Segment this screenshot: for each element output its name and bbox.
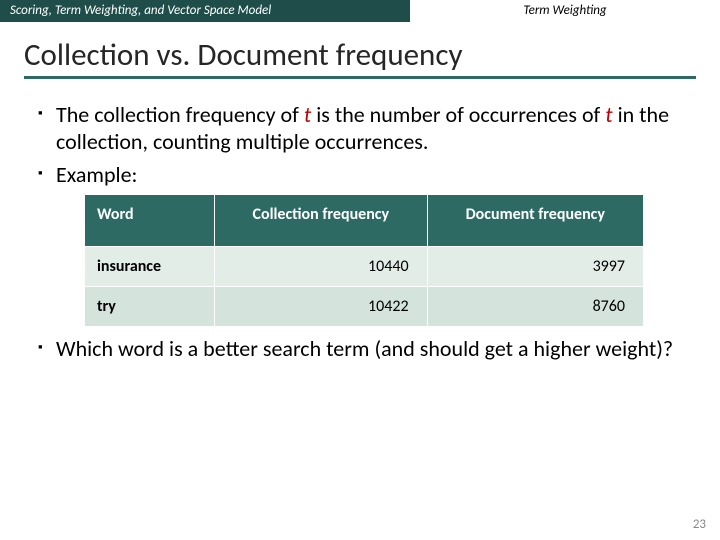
bullet-text: Which word is a better search term (and … bbox=[56, 335, 673, 362]
bullet-mark: ▪ bbox=[38, 161, 56, 188]
term-t: t bbox=[605, 101, 612, 128]
slide: Scoring, Term Weighting, and Vector Spac… bbox=[0, 0, 720, 540]
col-cf: Collection frequency bbox=[215, 195, 428, 247]
body: ▪ The collection frequency of t is the n… bbox=[0, 83, 720, 362]
bullet-3: ▪ Which word is a better search term (an… bbox=[38, 335, 682, 362]
bullet-2: ▪ Example: bbox=[38, 161, 682, 188]
text-fragment: The collection frequency of bbox=[56, 101, 304, 128]
cell-word: try bbox=[85, 287, 215, 327]
bullet-mark: ▪ bbox=[38, 335, 56, 362]
top-bar: Scoring, Term Weighting, and Vector Spac… bbox=[0, 0, 720, 22]
bullet-mark: ▪ bbox=[38, 101, 56, 155]
frequency-table: Word Collection frequency Document frequ… bbox=[84, 194, 644, 327]
table-row: insurance 10440 3997 bbox=[85, 247, 644, 287]
page-number: 23 bbox=[693, 517, 706, 532]
title-container: Collection vs. Document frequency bbox=[0, 22, 720, 83]
bullet-text: Example: bbox=[56, 161, 137, 188]
cell-cf: 10422 bbox=[215, 287, 428, 327]
breadcrumb-right: Term Weighting bbox=[410, 0, 720, 22]
bullet-text: The collection frequency of t is the num… bbox=[56, 101, 682, 155]
cell-cf: 10440 bbox=[215, 247, 428, 287]
cell-df: 3997 bbox=[427, 247, 643, 287]
cell-word: insurance bbox=[85, 247, 215, 287]
table-row: try 10422 8760 bbox=[85, 287, 644, 327]
table-header-row: Word Collection frequency Document frequ… bbox=[85, 195, 644, 247]
breadcrumb-left: Scoring, Term Weighting, and Vector Spac… bbox=[0, 0, 410, 22]
cell-df: 8760 bbox=[427, 287, 643, 327]
col-df: Document frequency bbox=[427, 195, 643, 247]
text-fragment: is the number of occurrences of bbox=[311, 101, 605, 128]
col-word: Word bbox=[85, 195, 215, 247]
page-title: Collection vs. Document frequency bbox=[24, 36, 696, 79]
bullet-1: ▪ The collection frequency of t is the n… bbox=[38, 101, 682, 155]
